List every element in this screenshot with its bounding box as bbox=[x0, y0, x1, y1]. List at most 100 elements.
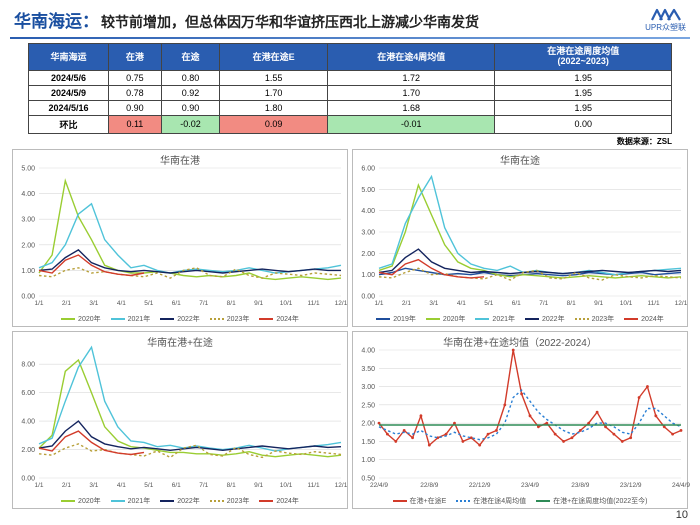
table-cell: -0.02 bbox=[161, 115, 219, 133]
table-cell: 1.80 bbox=[220, 100, 328, 115]
svg-text:3/1: 3/1 bbox=[429, 300, 438, 307]
table-cell: 0.90 bbox=[109, 100, 162, 115]
table-cell: 1.72 bbox=[328, 70, 495, 85]
legend-item: 2022年 bbox=[525, 314, 565, 324]
logo-icon: UPR众塑联 bbox=[645, 6, 686, 33]
svg-text:4/1: 4/1 bbox=[117, 482, 126, 489]
chart-zai-gang: 华南在港 0.001.002.003.004.005.001/12/13/14/… bbox=[12, 149, 348, 327]
table-header: 华南海运 bbox=[29, 44, 109, 71]
table-header: 在港在途E bbox=[220, 44, 328, 71]
legend-item: 2024年 bbox=[259, 496, 299, 506]
legend-item: 2021年 bbox=[111, 496, 151, 506]
chart-title: 华南在港 bbox=[13, 150, 347, 167]
svg-text:0.00: 0.00 bbox=[21, 293, 35, 300]
charts-grid: 华南在港 0.001.002.003.004.005.001/12/13/14/… bbox=[12, 149, 688, 509]
svg-text:1.50: 1.50 bbox=[361, 439, 375, 446]
svg-text:1/1: 1/1 bbox=[34, 300, 43, 307]
table-cell: 1.68 bbox=[328, 100, 495, 115]
table-cell: -0.01 bbox=[328, 115, 495, 133]
chart-svg: 0.501.001.502.002.503.003.504.0022/4/922… bbox=[379, 350, 681, 478]
legend-item: 2022年 bbox=[160, 314, 200, 324]
row-label: 2024/5/6 bbox=[29, 70, 109, 85]
table-cell: 0.80 bbox=[161, 70, 219, 85]
svg-text:5.00: 5.00 bbox=[21, 165, 35, 172]
svg-text:2.00: 2.00 bbox=[21, 242, 35, 249]
svg-text:4/1: 4/1 bbox=[117, 300, 126, 307]
legend-item: 2022年 bbox=[160, 496, 200, 506]
svg-text:5.00: 5.00 bbox=[361, 187, 375, 194]
svg-text:5/1: 5/1 bbox=[144, 482, 153, 489]
svg-text:22/8/9: 22/8/9 bbox=[420, 482, 438, 489]
svg-text:12/1: 12/1 bbox=[335, 482, 348, 489]
table-header: 在港在途4周均值 bbox=[328, 44, 495, 71]
chart-svg: 0.001.002.003.004.005.001/12/13/14/15/16… bbox=[39, 168, 341, 296]
table-header: 在途 bbox=[161, 44, 219, 71]
data-table: 华南海运在港在途在港在途E在港在途4周均值在港在途周度均值(2022~2023)… bbox=[28, 43, 672, 134]
svg-text:24/4/9: 24/4/9 bbox=[672, 482, 690, 489]
svg-text:11/1: 11/1 bbox=[307, 482, 320, 489]
table-header: 在港在途周度均值(2022~2023) bbox=[495, 44, 672, 71]
table-cell: 0.11 bbox=[109, 115, 162, 133]
svg-text:2.00: 2.00 bbox=[21, 447, 35, 454]
legend-item: 2023年 bbox=[210, 496, 250, 506]
svg-text:11/1: 11/1 bbox=[647, 300, 660, 307]
svg-text:7/1: 7/1 bbox=[539, 300, 548, 307]
table-row: 2024/5/90.780.921.701.701.95 bbox=[29, 85, 672, 100]
table-cell: 0.92 bbox=[161, 85, 219, 100]
svg-text:9/1: 9/1 bbox=[594, 300, 603, 307]
chart-sum: 华南在港+在途 0.002.004.006.008.001/12/13/14/1… bbox=[12, 331, 348, 509]
legend-item: 2020年 bbox=[61, 314, 101, 324]
chart-svg: 0.001.002.003.004.005.006.001/12/13/14/1… bbox=[379, 168, 681, 296]
svg-text:6/1: 6/1 bbox=[172, 300, 181, 307]
svg-text:7/1: 7/1 bbox=[199, 300, 208, 307]
chart-avg: 华南在港+在途均值（2022-2024） 0.501.001.502.002.5… bbox=[352, 331, 688, 509]
svg-text:1.00: 1.00 bbox=[21, 268, 35, 275]
svg-text:2/1: 2/1 bbox=[62, 300, 71, 307]
svg-text:2/1: 2/1 bbox=[62, 482, 71, 489]
chart-title: 华南在港+在途 bbox=[13, 332, 347, 349]
svg-text:3.50: 3.50 bbox=[361, 366, 375, 373]
svg-text:22/12/9: 22/12/9 bbox=[469, 482, 491, 489]
svg-text:0.00: 0.00 bbox=[21, 475, 35, 482]
table-cell: 1.95 bbox=[495, 100, 672, 115]
legend-item: 2021年 bbox=[111, 314, 151, 324]
svg-text:4.00: 4.00 bbox=[21, 191, 35, 198]
svg-text:6/1: 6/1 bbox=[512, 300, 521, 307]
svg-text:23/4/9: 23/4/9 bbox=[521, 482, 539, 489]
svg-text:6.00: 6.00 bbox=[361, 165, 375, 172]
row-label: 环比 bbox=[29, 115, 109, 133]
svg-text:2.00: 2.00 bbox=[361, 251, 375, 258]
chart-title: 华南在途 bbox=[353, 150, 687, 167]
svg-text:5/1: 5/1 bbox=[484, 300, 493, 307]
legend-item: 2019年 bbox=[376, 314, 416, 324]
svg-text:3.00: 3.00 bbox=[361, 384, 375, 391]
svg-text:8/1: 8/1 bbox=[227, 482, 236, 489]
svg-text:10/1: 10/1 bbox=[280, 300, 293, 307]
svg-text:23/12/9: 23/12/9 bbox=[620, 482, 642, 489]
chart-zai-tu: 华南在途 0.001.002.003.004.005.006.001/12/13… bbox=[352, 149, 688, 327]
legend-item: 2021年 bbox=[475, 314, 515, 324]
svg-text:3/1: 3/1 bbox=[89, 482, 98, 489]
table-cell: 0.90 bbox=[161, 100, 219, 115]
legend-item: 2024年 bbox=[259, 314, 299, 324]
legend-item: 2020年 bbox=[61, 496, 101, 506]
table-cell: 1.70 bbox=[328, 85, 495, 100]
svg-text:12/1: 12/1 bbox=[335, 300, 348, 307]
logo-text: UPR众塑联 bbox=[645, 22, 686, 33]
svg-text:4/1: 4/1 bbox=[457, 300, 466, 307]
title-strong: 华南海运： bbox=[14, 7, 99, 32]
svg-text:22/4/9: 22/4/9 bbox=[370, 482, 388, 489]
table-row: 2024/5/60.750.801.551.721.95 bbox=[29, 70, 672, 85]
svg-text:1/1: 1/1 bbox=[34, 482, 43, 489]
table-cell: 1.70 bbox=[220, 85, 328, 100]
table-cell: 0.75 bbox=[109, 70, 162, 85]
legend-item: 2020年 bbox=[426, 314, 466, 324]
svg-text:10/1: 10/1 bbox=[620, 300, 633, 307]
svg-text:4.00: 4.00 bbox=[21, 418, 35, 425]
svg-text:3.00: 3.00 bbox=[361, 229, 375, 236]
svg-text:1.00: 1.00 bbox=[361, 272, 375, 279]
table-cell: 0.00 bbox=[495, 115, 672, 133]
legend-item: 在港在途4周均值 bbox=[456, 496, 526, 506]
svg-text:8/1: 8/1 bbox=[227, 300, 236, 307]
svg-text:2/1: 2/1 bbox=[402, 300, 411, 307]
